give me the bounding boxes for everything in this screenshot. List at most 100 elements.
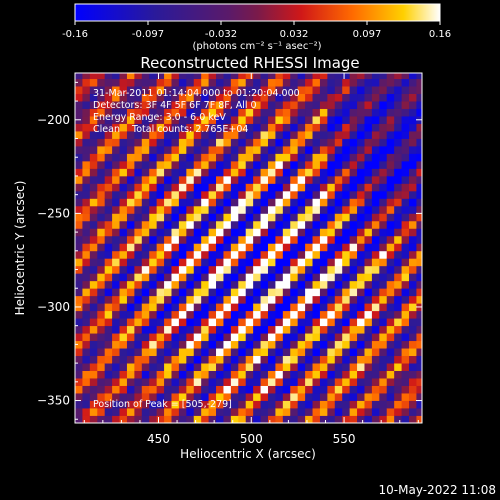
heatmap-cell <box>260 393 269 401</box>
heatmap-cell <box>141 250 150 259</box>
heatmap-cell <box>253 265 261 274</box>
heatmap-cell <box>75 385 83 394</box>
heatmap-cell <box>230 348 239 357</box>
heatmap-cell <box>386 303 395 312</box>
heatmap-cell <box>416 213 422 222</box>
heatmap-cell <box>305 86 313 94</box>
heatmap-cell <box>253 108 261 117</box>
heatmap-cell <box>401 408 410 416</box>
heatmap-cell <box>312 86 321 94</box>
heatmap-cell <box>164 108 172 117</box>
heatmap-cell <box>282 220 291 229</box>
heatmap-cell <box>319 228 328 237</box>
heatmap-cell <box>342 288 351 297</box>
heatmap-cell <box>193 116 202 124</box>
heatmap-cell <box>401 310 410 319</box>
heatmap-cell <box>349 393 358 401</box>
heatmap-cell <box>141 340 150 349</box>
heatmap-cell <box>82 363 91 371</box>
heatmap-cell <box>267 243 276 252</box>
heatmap-cell <box>319 145 328 154</box>
heatmap-cell <box>223 340 232 349</box>
heatmap-cell <box>208 273 217 282</box>
heatmap-cell <box>275 160 284 169</box>
heatmap-cell <box>245 318 254 327</box>
heatmap-cell <box>305 273 313 282</box>
heatmap-cell <box>126 190 135 199</box>
heatmap-cell <box>312 228 321 237</box>
heatmap-cell <box>171 228 180 237</box>
heatmap-cell <box>216 86 224 94</box>
heatmap-cell <box>216 400 224 409</box>
heatmap-cell <box>156 153 165 162</box>
heatmap-cell <box>89 340 98 349</box>
colorbar: -0.16 -0.097 -0.032 0.032 0.097 0.16 (photons… <box>62 3 451 52</box>
heatmap-cell <box>409 73 417 80</box>
heatmap-cell <box>394 73 402 80</box>
heatmap-cell <box>290 145 299 154</box>
heatmap-cell <box>126 355 135 364</box>
heatmap-cell <box>126 258 135 267</box>
heatmap-cell <box>201 108 209 117</box>
heatmap-cell <box>112 116 120 124</box>
heatmap-cell <box>349 348 358 357</box>
heatmap-cell <box>82 78 91 87</box>
heatmap-cell <box>119 385 128 394</box>
heatmap-cell <box>89 288 98 297</box>
heatmap-cell <box>357 153 365 162</box>
heatmap-cell <box>186 228 195 237</box>
heatmap-cell <box>112 325 120 334</box>
heatmap-cell <box>290 116 299 124</box>
heatmap-cell <box>178 280 187 289</box>
heatmap-cell <box>208 415 217 423</box>
heatmap-cell <box>409 385 417 394</box>
heatmap-cell <box>134 138 143 147</box>
heatmap-cell <box>305 93 313 102</box>
heatmap-cell <box>394 393 402 401</box>
heatmap-cell <box>305 415 313 423</box>
heatmap-cell <box>342 213 351 222</box>
heatmap-cell <box>201 168 209 177</box>
heatmap-cell <box>342 108 351 117</box>
heatmap-cell <box>364 273 373 282</box>
heatmap-cell <box>104 175 113 184</box>
heatmap-cell <box>401 108 410 117</box>
heatmap-cell <box>312 93 321 102</box>
heatmap-cell <box>386 265 395 274</box>
heatmap-cell <box>267 190 276 199</box>
heatmap-cell <box>149 160 158 169</box>
heatmap-cell <box>82 400 91 409</box>
heatmap-cell <box>186 190 195 199</box>
heatmap-cell <box>416 265 422 274</box>
heatmap-cell <box>216 175 224 184</box>
heatmap-cell <box>230 93 239 102</box>
heatmap-cell <box>171 101 180 109</box>
heatmap-cell <box>260 348 269 357</box>
heatmap-cell <box>409 273 417 282</box>
heatmap-cell <box>216 355 224 364</box>
heatmap-cell <box>193 250 202 259</box>
heatmap-cell <box>89 183 98 192</box>
heatmap-cell <box>319 265 328 274</box>
heatmap-cell <box>364 243 373 252</box>
heatmap-cell <box>134 288 143 297</box>
heatmap-cell <box>282 86 291 94</box>
heatmap-cell <box>342 205 351 214</box>
heatmap-cell <box>164 123 172 132</box>
heatmap-cell <box>208 205 217 214</box>
colorbar-tick-label: -0.032 <box>205 29 237 40</box>
heatmap-cell <box>357 183 365 192</box>
heatmap-cell <box>82 280 91 289</box>
heatmap-cell <box>171 160 180 169</box>
y-tick-label: −350 <box>37 394 70 408</box>
heatmap-cell <box>416 190 422 199</box>
heatmap-cell <box>394 273 402 282</box>
heatmap-cell <box>178 228 187 237</box>
heatmap-cell <box>394 101 402 109</box>
heatmap-cell <box>364 160 373 169</box>
heatmap-cell <box>364 370 373 379</box>
heatmap-cell <box>334 348 343 357</box>
heatmap-cell <box>416 310 422 319</box>
heatmap-cell <box>230 228 239 237</box>
heatmap-cell <box>104 198 113 207</box>
